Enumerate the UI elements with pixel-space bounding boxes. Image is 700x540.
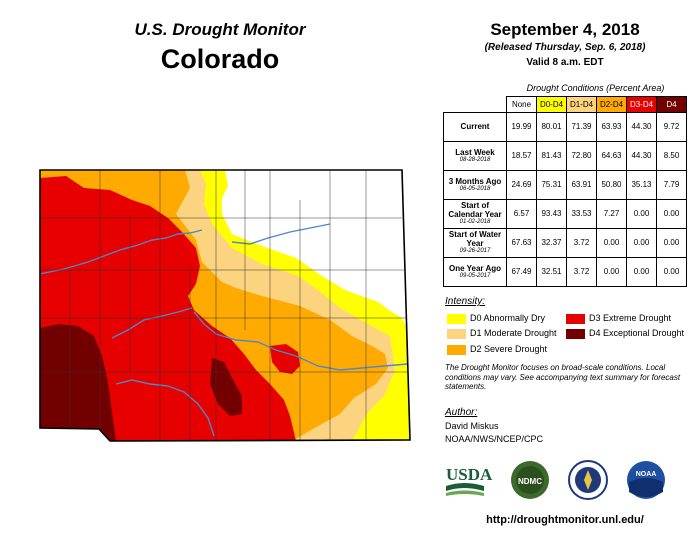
col-header: None bbox=[506, 96, 537, 113]
table-cell: 63.91 bbox=[566, 169, 597, 200]
col-header: D4 bbox=[656, 96, 687, 113]
legend-label-d4: D4 Exceptional Drought bbox=[589, 328, 685, 338]
table-cell: 80.01 bbox=[536, 111, 567, 142]
col-header: D2-D4 bbox=[596, 96, 627, 113]
noaa-logo: NOAA bbox=[627, 461, 665, 499]
table-row: Start of Water Year 09-26-2017 67.63 32.3… bbox=[443, 227, 687, 258]
us-department-of-commerce-seal bbox=[568, 460, 608, 500]
legend-label-d0: D0 Abnormally Dry bbox=[470, 313, 546, 323]
author-org: NOAA/NWS/NCEP/CPC bbox=[445, 434, 544, 444]
col-header: D0-D4 bbox=[536, 96, 567, 113]
legend-swatch-d0 bbox=[447, 314, 466, 324]
ndmc-logo: NDMC bbox=[511, 461, 549, 499]
author-title: Author: bbox=[445, 407, 478, 418]
table-cell: 0.00 bbox=[596, 227, 627, 258]
row-label: Start of Water Year 09-26-2017 bbox=[443, 227, 507, 258]
table-cell: 3.72 bbox=[566, 256, 597, 287]
svg-text:NOAA: NOAA bbox=[636, 471, 657, 478]
river-colorado bbox=[40, 229, 203, 275]
table-cell: 0.00 bbox=[626, 198, 657, 229]
table-cell: 32.51 bbox=[536, 256, 567, 287]
county-lines bbox=[40, 170, 408, 441]
partner-logos: USDA NDMC NOAA bbox=[446, 460, 665, 500]
table-cell: 50.80 bbox=[596, 169, 627, 200]
table-cell: 93.43 bbox=[536, 198, 567, 229]
table-cell: 0.00 bbox=[626, 227, 657, 258]
zone-d4-sanluis bbox=[210, 358, 242, 416]
river-south-platte bbox=[231, 223, 331, 245]
table-cell: 0.00 bbox=[656, 256, 687, 287]
table-cell: 64.63 bbox=[596, 140, 627, 171]
row-label: Start of Calendar Year 01-02-2018 bbox=[443, 198, 507, 229]
row-label: 3 Months Ago 06-05-2018 bbox=[443, 169, 507, 200]
table-cell: 71.39 bbox=[566, 111, 597, 142]
table-cell: 0.00 bbox=[596, 256, 627, 287]
table-row: Current 19.99 80.01 71.39 63.93 44.30 9.… bbox=[443, 111, 687, 142]
table-cell: 24.69 bbox=[506, 169, 537, 200]
table-row: Last Week 08-28-2018 18.57 81.43 72.80 64… bbox=[443, 140, 687, 171]
map-state-title: Colorado bbox=[160, 44, 280, 74]
valid-time: Valid 8 a.m. EDT bbox=[526, 57, 604, 68]
table-corner bbox=[444, 97, 507, 113]
table-cell: 7.27 bbox=[596, 198, 627, 229]
table-cell: 6.57 bbox=[506, 198, 537, 229]
table-cell: 35.13 bbox=[626, 169, 657, 200]
table-row: Start of Calendar Year 01-02-2018 6.57 93… bbox=[443, 198, 687, 229]
table-row: 3 Months Ago 06-05-2018 24.69 75.31 63.91… bbox=[443, 169, 687, 200]
river-rio-grande bbox=[115, 379, 215, 437]
release-date: (Released Thursday, Sep. 6, 2018) bbox=[484, 42, 646, 53]
table-cell: 8.50 bbox=[656, 140, 687, 171]
river-arkansas bbox=[193, 311, 409, 371]
table-cell: 81.43 bbox=[536, 140, 567, 171]
table-cell: 19.99 bbox=[506, 111, 537, 142]
table-cell: 3.72 bbox=[566, 227, 597, 258]
table-cell: 75.31 bbox=[536, 169, 567, 200]
table-row: One Year Ago 09-05-2017 67.49 32.51 3.72 … bbox=[443, 256, 687, 287]
table-cell: 63.93 bbox=[596, 111, 627, 142]
legend-label-d3: D3 Extreme Drought bbox=[589, 313, 672, 323]
legend-label-d2: D2 Severe Drought bbox=[470, 344, 548, 354]
table-cell: 9.72 bbox=[656, 111, 687, 142]
table-cell: 33.53 bbox=[566, 198, 597, 229]
table-cell: 67.49 bbox=[506, 256, 537, 287]
table-cell: 7.79 bbox=[656, 169, 687, 200]
author-name: David Miskus bbox=[445, 421, 499, 431]
table-cell: 0.00 bbox=[656, 227, 687, 258]
state-outline bbox=[39, 169, 411, 442]
table-cell: 44.30 bbox=[626, 111, 657, 142]
table-cell: 44.30 bbox=[626, 140, 657, 171]
row-label: Last Week 08-28-2018 bbox=[443, 140, 507, 171]
row-label: Current bbox=[443, 111, 507, 142]
table-cell: 18.57 bbox=[506, 140, 537, 171]
legend-swatch-d1 bbox=[447, 329, 466, 339]
col-header: D3-D4 bbox=[626, 96, 657, 113]
legend-title: Intensity: bbox=[445, 296, 486, 307]
drought-monitor-link[interactable]: http://droughtmonitor.unl.edu/ bbox=[486, 514, 644, 526]
usda-logo: USDA bbox=[446, 465, 493, 496]
zone-d3-pueblo bbox=[270, 344, 300, 374]
row-label: One Year Ago 09-05-2017 bbox=[443, 256, 507, 287]
legend-swatch-d3 bbox=[566, 314, 585, 324]
legend-swatch-d4 bbox=[566, 329, 585, 339]
table-cell: 72.80 bbox=[566, 140, 597, 171]
table-cell: 0.00 bbox=[656, 198, 687, 229]
svg-text:USDA: USDA bbox=[446, 465, 493, 484]
table-cell: 0.00 bbox=[626, 256, 657, 287]
col-header: D1-D4 bbox=[566, 96, 597, 113]
table-cell: 67.63 bbox=[506, 227, 537, 258]
table-caption: Drought Conditions (Percent Area) bbox=[526, 83, 665, 93]
legend-label-d1: D1 Moderate Drought bbox=[470, 328, 557, 338]
map-date: September 4, 2018 bbox=[490, 20, 640, 39]
map-agency-title: U.S. Drought Monitor bbox=[134, 20, 306, 39]
zone-d4-southwest bbox=[40, 324, 116, 441]
drought-conditions-table: None D0-D4 D1-D4 D2-D4 D3-D4 D4 Current … bbox=[443, 96, 687, 287]
table-cell: 32.37 bbox=[536, 227, 567, 258]
legend-swatch-d2 bbox=[447, 345, 466, 355]
svg-text:NDMC: NDMC bbox=[518, 477, 542, 486]
disclaimer-note: The Drought Monitor focuses on broad-sca… bbox=[445, 363, 681, 391]
